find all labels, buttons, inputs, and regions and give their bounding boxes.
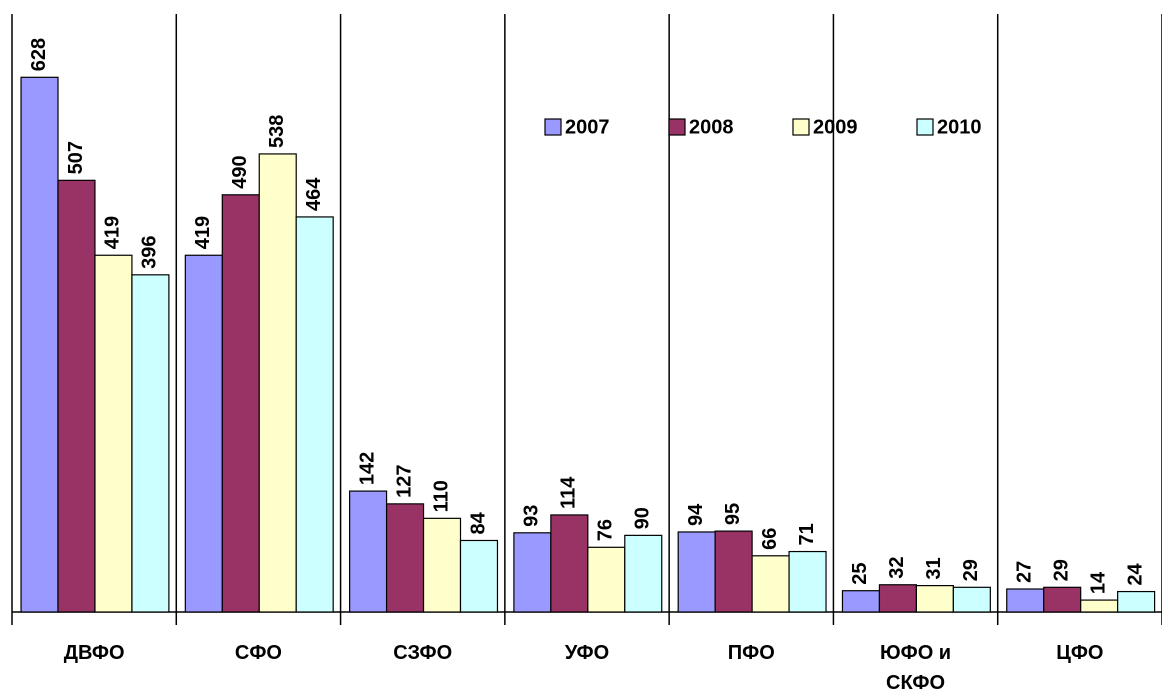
bar <box>1006 588 1045 613</box>
bar <box>1043 586 1082 613</box>
bar <box>221 194 260 613</box>
bar <box>714 530 753 613</box>
bar <box>295 216 334 613</box>
bar <box>131 274 170 613</box>
bar <box>1080 599 1119 613</box>
bar <box>915 585 954 613</box>
data-label: 419 <box>192 216 214 249</box>
data-label: 490 <box>229 155 251 188</box>
legend-label: 2007 <box>565 116 610 138</box>
data-label: 84 <box>467 511 489 534</box>
x-tick-label: ПФО <box>727 642 775 664</box>
data-label: 32 <box>886 557 908 579</box>
bar <box>459 539 499 613</box>
data-label: 93 <box>521 505 543 527</box>
data-label: 95 <box>722 503 744 525</box>
bar <box>841 590 881 613</box>
bar <box>952 586 991 613</box>
bar <box>94 254 133 613</box>
bar <box>20 76 59 613</box>
bar <box>184 254 223 613</box>
data-label: 76 <box>595 519 617 541</box>
legend-swatch <box>792 118 810 136</box>
bar <box>258 153 297 613</box>
legend-swatch <box>668 118 686 136</box>
bar <box>587 546 626 613</box>
bar <box>550 514 589 613</box>
data-label: 90 <box>632 507 654 529</box>
bar <box>624 534 663 613</box>
data-label: 31 <box>923 557 945 579</box>
data-label: 94 <box>685 503 707 526</box>
legend-swatch <box>916 118 934 136</box>
data-label: 127 <box>393 464 415 497</box>
data-label: 114 <box>558 476 580 509</box>
data-label: 66 <box>759 528 781 550</box>
data-label: 29 <box>960 559 982 581</box>
x-tick-label: ДВФО <box>63 642 125 664</box>
legend-label: 2009 <box>813 116 858 138</box>
legend-label: 2010 <box>937 116 982 138</box>
data-label: 71 <box>796 523 818 545</box>
legend-label: 2008 <box>689 116 734 138</box>
legend-swatch <box>544 118 562 136</box>
data-label: 29 <box>1050 559 1072 581</box>
bar <box>751 555 790 613</box>
data-label: 507 <box>65 141 87 174</box>
data-label: 538 <box>266 115 288 148</box>
bar <box>1117 590 1156 613</box>
data-label: 396 <box>139 235 161 268</box>
data-label: 14 <box>1087 571 1109 594</box>
data-label: 25 <box>849 562 871 584</box>
bar <box>513 532 552 613</box>
data-label: 419 <box>102 216 124 249</box>
bar <box>57 179 96 613</box>
data-label: 142 <box>356 452 378 485</box>
bar <box>677 531 716 613</box>
data-label: 628 <box>28 38 50 71</box>
data-label: 24 <box>1124 562 1146 585</box>
data-label: 110 <box>430 480 452 512</box>
x-tick-label: СЗФО <box>393 642 453 664</box>
bar <box>422 517 462 613</box>
x-tick-label: УФО <box>564 642 610 664</box>
x-tick-label: СФО <box>234 642 282 664</box>
bar <box>385 503 425 613</box>
bar <box>878 584 917 613</box>
bar <box>349 490 388 613</box>
x-tick-label: ЦФО <box>1056 642 1104 664</box>
data-label: 27 <box>1014 561 1036 583</box>
bar <box>788 550 827 613</box>
data-label: 464 <box>303 177 325 211</box>
x-tick-label: ЮФО и СКФО <box>880 642 952 694</box>
